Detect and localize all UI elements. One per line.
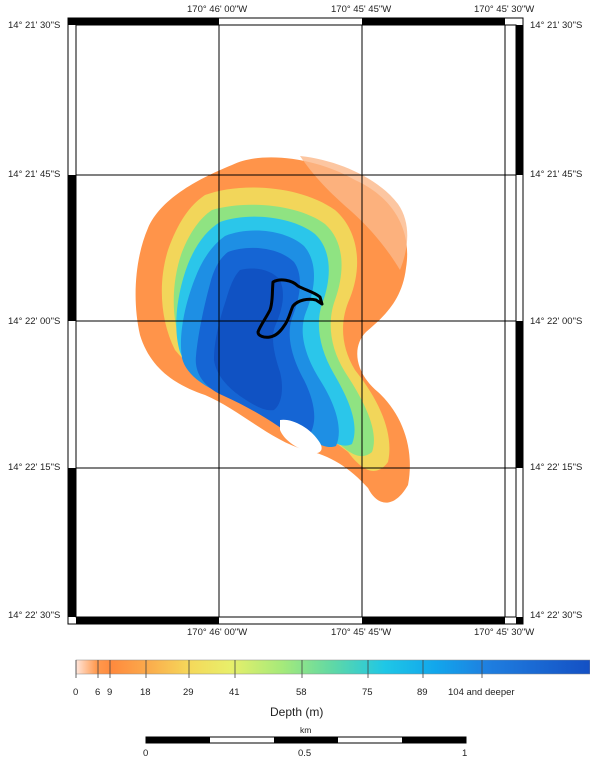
lat-label-left-3: 14° 22' 00"S	[8, 316, 61, 327]
lon-label-top-3: 170° 45' 30"W	[474, 4, 535, 15]
bathymetry-layer	[135, 156, 410, 503]
lat-label-left-5: 14° 22' 30"S	[8, 610, 61, 621]
lat-label-left-1: 14° 21' 30"S	[8, 20, 61, 31]
lon-label-bottom-3: 170° 45' 30"W	[474, 627, 535, 638]
scale-bar-tick-label: 0	[143, 748, 149, 759]
scale-bar	[145, 736, 467, 744]
lon-label-top-2: 170° 45' 45"W	[331, 4, 392, 15]
legend-tick-label: 104 and deeper	[448, 687, 515, 698]
depth-zone-notch	[280, 419, 322, 454]
scale-bar-unit: km	[300, 725, 312, 735]
lat-label-right-4: 14° 22' 15"S	[530, 462, 583, 473]
depth-zone-deepest	[214, 268, 283, 411]
lat-label-right-3: 14° 22' 00"S	[530, 316, 583, 327]
legend-tick-label: 41	[229, 687, 240, 698]
lon-label-bottom-2: 170° 45' 45"W	[331, 627, 392, 638]
scale-bar-tick-label: 1	[462, 748, 468, 759]
legend-tick-label: 9	[107, 687, 113, 698]
scale-bar-tick-label: 0.5	[298, 748, 312, 759]
lat-label-left-4: 14° 22' 15"S	[8, 462, 61, 473]
legend-tick-label: 18	[140, 687, 151, 698]
lon-label-top-1: 170° 46' 00"W	[187, 4, 248, 15]
lon-label-bottom-1: 170° 46' 00"W	[187, 627, 248, 638]
legend-tick-label: 58	[296, 687, 307, 698]
legend-tick-label: 0	[73, 687, 79, 698]
lat-label-right-5: 14° 22' 30"S	[530, 610, 583, 621]
graticule	[76, 25, 516, 617]
lat-label-right-2: 14° 21' 45"S	[530, 169, 583, 180]
depth-zone-pale-edge	[300, 156, 408, 270]
legend-tick-label: 89	[417, 687, 428, 698]
legend-tick-label: 29	[183, 687, 194, 698]
legend-tick-label: 75	[362, 687, 373, 698]
legend-tick-label: 6	[95, 687, 101, 698]
depth-colorbar	[75, 659, 590, 678]
legend-title: Depth (m)	[270, 705, 324, 719]
contour-outline	[256, 278, 324, 339]
lat-label-left-2: 14° 21' 45"S	[8, 169, 61, 180]
map-frame	[67, 17, 524, 625]
lat-label-right-1: 14° 21' 30"S	[530, 20, 583, 31]
